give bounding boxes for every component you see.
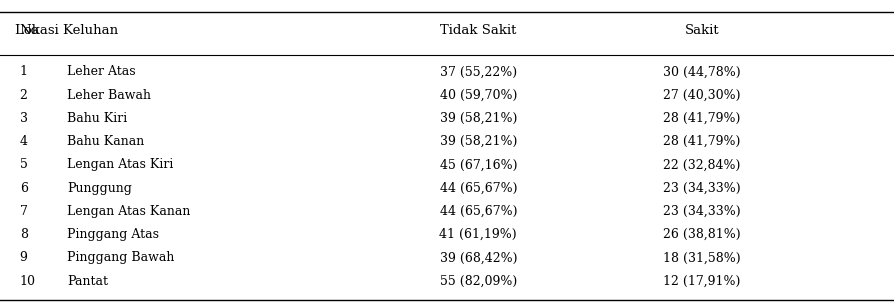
Text: 6: 6 — [20, 182, 28, 195]
Text: Punggung: Punggung — [67, 182, 132, 195]
Text: 39 (58,21%): 39 (58,21%) — [440, 112, 517, 125]
Text: Tidak Sakit: Tidak Sakit — [440, 24, 517, 37]
Text: Lengan Atas Kanan: Lengan Atas Kanan — [67, 205, 190, 218]
Text: 39 (58,21%): 39 (58,21%) — [440, 135, 517, 148]
Text: 37 (55,22%): 37 (55,22%) — [440, 65, 517, 78]
Text: Bahu Kanan: Bahu Kanan — [67, 135, 144, 148]
Text: 4: 4 — [20, 135, 28, 148]
Text: 45 (67,16%): 45 (67,16%) — [440, 159, 517, 171]
Text: 44 (65,67%): 44 (65,67%) — [440, 205, 517, 218]
Text: 39 (68,42%): 39 (68,42%) — [440, 252, 517, 264]
Text: Pinggang Bawah: Pinggang Bawah — [67, 252, 174, 264]
Text: 27 (40,30%): 27 (40,30%) — [663, 89, 740, 102]
Text: 40 (59,70%): 40 (59,70%) — [440, 89, 517, 102]
Text: 23 (34,33%): 23 (34,33%) — [663, 205, 740, 218]
Text: Lengan Atas Kiri: Lengan Atas Kiri — [67, 159, 173, 171]
Text: Lokasi Keluhan: Lokasi Keluhan — [15, 24, 119, 37]
Text: 18 (31,58%): 18 (31,58%) — [663, 252, 740, 264]
Text: 1: 1 — [20, 65, 28, 78]
Text: 8: 8 — [20, 228, 28, 241]
Text: Bahu Kiri: Bahu Kiri — [67, 112, 127, 125]
Text: Pantat: Pantat — [67, 275, 108, 288]
Text: 12 (17,91%): 12 (17,91%) — [663, 275, 740, 288]
Text: No: No — [20, 24, 39, 37]
Text: Sakit: Sakit — [685, 24, 719, 37]
Text: 41 (61,19%): 41 (61,19%) — [440, 228, 517, 241]
Text: 55 (82,09%): 55 (82,09%) — [440, 275, 517, 288]
Text: 44 (65,67%): 44 (65,67%) — [440, 182, 517, 195]
Text: 28 (41,79%): 28 (41,79%) — [663, 112, 740, 125]
Text: 7: 7 — [20, 205, 28, 218]
Text: 28 (41,79%): 28 (41,79%) — [663, 135, 740, 148]
Text: Leher Atas: Leher Atas — [67, 65, 136, 78]
Text: 23 (34,33%): 23 (34,33%) — [663, 182, 740, 195]
Text: 9: 9 — [20, 252, 28, 264]
Text: 10: 10 — [20, 275, 36, 288]
Text: 26 (38,81%): 26 (38,81%) — [663, 228, 740, 241]
Text: 22 (32,84%): 22 (32,84%) — [663, 159, 740, 171]
Text: 30 (44,78%): 30 (44,78%) — [663, 65, 740, 78]
Text: Pinggang Atas: Pinggang Atas — [67, 228, 159, 241]
Text: 2: 2 — [20, 89, 28, 102]
Text: 5: 5 — [20, 159, 28, 171]
Text: 3: 3 — [20, 112, 28, 125]
Text: Leher Bawah: Leher Bawah — [67, 89, 151, 102]
